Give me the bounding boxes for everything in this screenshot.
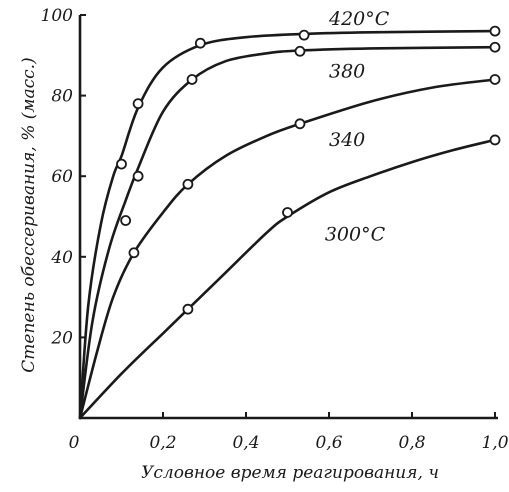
series-label: 300°C <box>325 224 386 246</box>
series-line <box>78 78 497 420</box>
data-point <box>128 247 140 259</box>
data-point <box>282 207 293 218</box>
data-point <box>294 118 306 130</box>
x-tick-label: 0,2 <box>149 433 176 453</box>
data-point <box>489 25 501 37</box>
data-point <box>489 74 501 85</box>
y-tick-label: 80 <box>51 87 73 107</box>
curves <box>78 29 497 420</box>
data-point <box>298 29 310 41</box>
x-tick-label: 0 <box>69 433 80 453</box>
ticks: 0 0,2 0,4 0,6 0,8 1,0 20 40 60 80 100 <box>41 6 509 453</box>
data-point <box>194 37 206 49</box>
y-tick-label: 20 <box>50 328 73 348</box>
y-tick-label: 60 <box>51 167 73 187</box>
data-point <box>132 170 144 182</box>
series-line <box>78 138 497 420</box>
data-point <box>489 134 501 146</box>
data-point <box>182 303 194 315</box>
points <box>116 25 501 315</box>
x-tick-label: 1,0 <box>481 433 508 453</box>
x-tick-label: 0,4 <box>232 433 259 453</box>
x-tick-label: 0,8 <box>398 433 425 453</box>
data-point <box>132 98 144 110</box>
data-point <box>489 41 501 53</box>
axes <box>78 15 498 420</box>
data-point <box>182 178 194 190</box>
y-tick-label: 100 <box>41 6 74 26</box>
series-label: 340 <box>329 129 365 151</box>
series-line <box>78 29 497 420</box>
data-point <box>116 158 127 170</box>
y-axis-title: Степень обессеривания, % (масс.) <box>19 57 39 372</box>
data-point <box>120 215 132 226</box>
series-line <box>78 45 497 420</box>
y-tick-label: 40 <box>50 248 73 268</box>
series-labels: 420°C 380 340 300°C <box>325 8 390 246</box>
x-tick-label: 0,6 <box>315 433 342 453</box>
x-axis-title: Условное время реагирования, ч <box>141 463 439 483</box>
data-point <box>186 74 198 85</box>
series-label: 420°C <box>328 8 390 30</box>
data-point <box>294 45 306 57</box>
series-label: 380 <box>329 60 365 82</box>
